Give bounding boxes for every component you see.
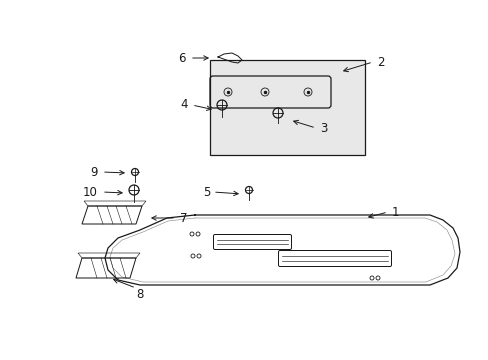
Text: 2: 2 <box>376 55 384 68</box>
Text: 5: 5 <box>203 185 210 198</box>
Text: 3: 3 <box>319 122 326 135</box>
Bar <box>209 60 364 155</box>
Text: 8: 8 <box>136 288 143 301</box>
Text: 6: 6 <box>178 51 185 64</box>
Text: 9: 9 <box>90 166 98 179</box>
Text: 4: 4 <box>180 99 187 112</box>
Text: 7: 7 <box>180 211 187 225</box>
Text: 10: 10 <box>83 185 98 198</box>
Text: 1: 1 <box>391 206 399 219</box>
